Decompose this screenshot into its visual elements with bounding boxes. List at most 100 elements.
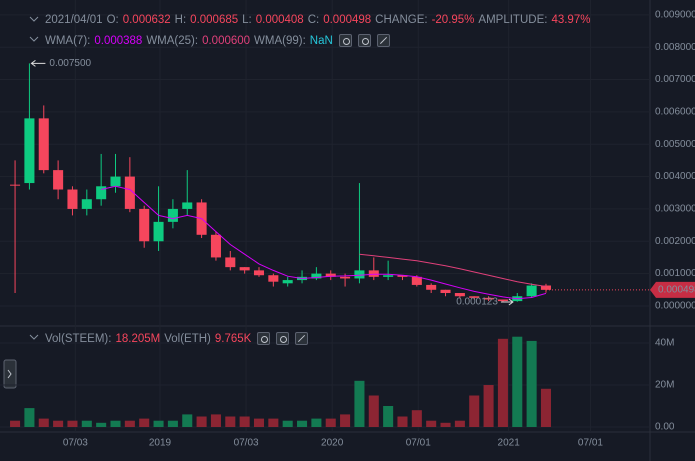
max-arrow xyxy=(30,59,46,67)
candle-body xyxy=(38,118,49,171)
volume-bar xyxy=(167,420,178,428)
y-tick-label: 0.004000 xyxy=(655,171,695,182)
x-tick-label: 2019 xyxy=(149,438,172,449)
candle-body xyxy=(124,176,135,209)
volume-bar xyxy=(340,414,351,428)
collapse-icon[interactable] xyxy=(29,334,39,340)
volume-bar xyxy=(497,338,508,428)
x-tick-label: 07/01 xyxy=(578,438,603,449)
x-icon[interactable] xyxy=(295,332,309,345)
volume-bar xyxy=(38,418,49,428)
indicator-name: WMA(25): xyxy=(146,34,199,47)
candle-body xyxy=(497,299,508,302)
volume-bar xyxy=(440,422,451,428)
y-tick-label: 0.003000 xyxy=(655,204,695,215)
ohlc-label: O: xyxy=(106,14,119,26)
candle-body xyxy=(96,186,107,200)
candle-body xyxy=(540,285,551,290)
candle-body xyxy=(268,275,279,282)
min-arrow xyxy=(500,298,514,306)
volume-bar xyxy=(53,420,64,428)
volume-value: 18.205M xyxy=(115,332,161,345)
volume-bar xyxy=(81,420,92,428)
volume-bar xyxy=(268,418,279,428)
expand-icon xyxy=(7,369,12,379)
candle-body xyxy=(483,297,494,300)
volume-bar xyxy=(96,422,107,428)
grid xyxy=(0,0,650,432)
y2-tick-label: 0.00 xyxy=(655,422,675,433)
candle-body xyxy=(397,275,408,277)
volume-bar xyxy=(124,420,135,428)
volume-bar xyxy=(325,418,336,428)
volume-bar xyxy=(253,418,265,428)
candle-body xyxy=(24,118,35,184)
volume-bar xyxy=(225,416,236,428)
date: 2021/04/01 xyxy=(45,14,103,26)
ohlc-value: 0.000685 xyxy=(190,14,239,26)
y-tick-label: 0.000000 xyxy=(655,301,695,312)
candle-body xyxy=(225,257,236,268)
eye-icon[interactable] xyxy=(338,34,352,47)
eye-icon[interactable] xyxy=(257,332,271,345)
ohlc-label: L: xyxy=(242,14,252,26)
y-tick-label: 0.008000 xyxy=(655,42,695,53)
candle-body xyxy=(53,170,64,190)
candle-body xyxy=(454,293,465,297)
volume-bar xyxy=(526,340,537,428)
y2-tick-label: 40M xyxy=(655,338,674,349)
min-label: 0.000123 xyxy=(456,297,498,308)
candle-body xyxy=(469,296,480,298)
volume-bar xyxy=(239,416,250,428)
volume-bar xyxy=(512,336,523,428)
indicator-row: WMA(7): 0.000388 WMA(25): 0.000600 WMA(99): N… xyxy=(45,34,390,47)
volume-bar xyxy=(67,420,78,428)
x-tick-label: 2021 xyxy=(498,438,521,449)
collapse-icon[interactable] xyxy=(29,36,39,42)
candle-body xyxy=(340,276,351,279)
indicator-name: WMA(99): xyxy=(254,34,306,47)
volume-bar xyxy=(24,408,35,428)
indicator-name: WMA(7): xyxy=(45,34,91,47)
volume-name: Vol(STEEM): xyxy=(45,332,112,345)
volume-bar xyxy=(311,418,322,428)
expand-button[interactable] xyxy=(3,359,17,389)
ohlc-value: 0.000408 xyxy=(255,14,304,26)
candle-body xyxy=(526,285,537,297)
y2-tick-label: 20M xyxy=(655,380,674,391)
settings-icon[interactable] xyxy=(276,332,290,345)
volume-bar xyxy=(153,420,164,428)
volume-bar xyxy=(110,420,121,428)
y-tick-label: 0.009000 xyxy=(655,10,695,21)
candle-body xyxy=(10,184,21,186)
volume-bar xyxy=(383,406,394,428)
volume-row: Vol(STEEM): 18.205M Vol(ETH) 9.765K xyxy=(45,332,309,345)
candle-body xyxy=(282,280,293,284)
change-label: CHANGE: xyxy=(375,14,428,26)
candle-body xyxy=(368,270,379,277)
volume-bar xyxy=(483,385,494,428)
price-tag xyxy=(650,281,695,298)
amplitude-value: 43.97% xyxy=(551,14,591,26)
volume-bar xyxy=(182,414,193,428)
x-tick-label: 2020 xyxy=(321,438,344,449)
indicator-value: 0.000600 xyxy=(202,34,251,47)
candle-body xyxy=(210,234,221,258)
volume-bar xyxy=(368,395,379,428)
settings-icon[interactable] xyxy=(357,34,371,47)
change-value: -20.95% xyxy=(431,14,475,26)
header-row: 2021/04/01 O: 0.000632 H: 0.000685 L: 0.000… xyxy=(45,14,590,26)
volume-bar xyxy=(411,410,422,428)
ohlc-label: C: xyxy=(307,14,320,26)
candle-body xyxy=(440,289,451,294)
candle-body xyxy=(67,189,78,209)
volume-bar xyxy=(282,420,293,428)
candle-body xyxy=(167,208,178,222)
collapse-icon[interactable] xyxy=(29,16,39,22)
y-tick-label: 0.001000 xyxy=(655,268,695,279)
volume-bar xyxy=(139,418,150,428)
x-icon[interactable] xyxy=(376,34,390,47)
volume-name: Vol(ETH) xyxy=(164,332,211,345)
price-tag-label: 0.000498 xyxy=(658,284,695,295)
